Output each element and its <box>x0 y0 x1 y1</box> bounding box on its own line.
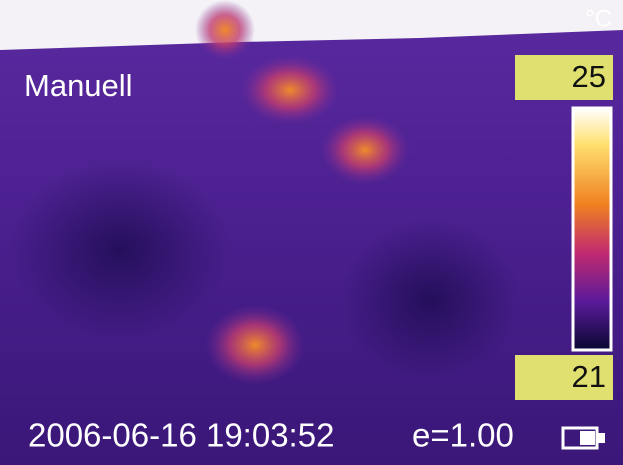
timestamp: 2006-06-16 19:03:52 <box>28 417 334 454</box>
thermal-screen: Manuell °C 25 21 2006-06-16 19:03:52 e=1… <box>0 0 623 465</box>
mode-label: Manuell <box>24 68 133 103</box>
scale-min: 21 <box>572 359 606 394</box>
emissivity: e=1.00 <box>412 417 514 454</box>
hot-spot <box>205 305 305 385</box>
cold-area <box>10 160 230 340</box>
scale-max: 25 <box>572 59 606 94</box>
unit-label: °C <box>585 5 612 32</box>
cold-area <box>340 220 520 380</box>
hot-spot <box>195 0 255 60</box>
hot-spot <box>320 115 410 185</box>
hot-spot <box>240 55 340 125</box>
color-scale <box>573 108 611 350</box>
